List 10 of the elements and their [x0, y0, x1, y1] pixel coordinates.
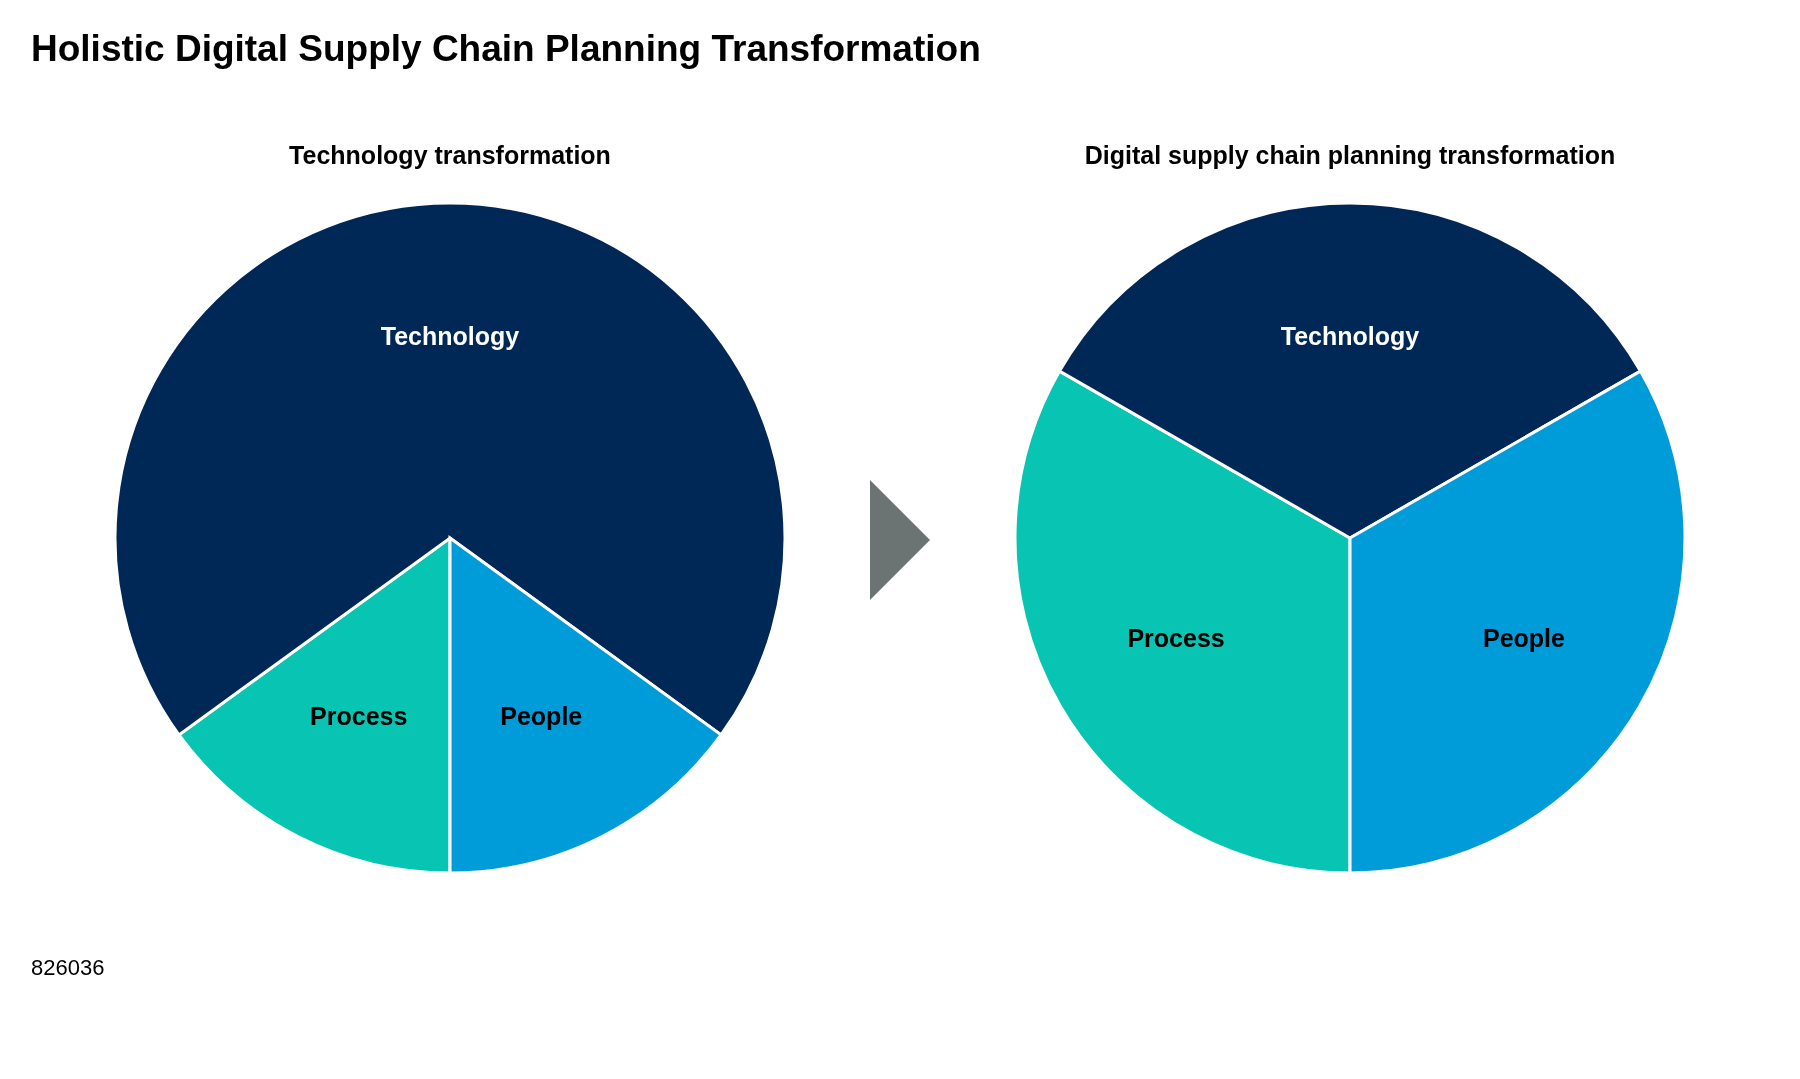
slice-label: People: [500, 702, 583, 731]
chart-subtitle: Digital supply chain planning transformation: [1084, 141, 1616, 169]
chart-subtitle: Technology transformation: [289, 141, 611, 169]
chart-title: Holistic Digital Supply Chain Planning Transformation: [31, 28, 981, 70]
slice-label: People: [1482, 623, 1566, 652]
slice-label: Process: [310, 702, 408, 731]
slice-label: Technology: [380, 322, 520, 350]
slice-label: Technology: [1280, 322, 1420, 350]
text: 826036: [31, 955, 105, 981]
slice-label: Process: [1127, 623, 1225, 652]
